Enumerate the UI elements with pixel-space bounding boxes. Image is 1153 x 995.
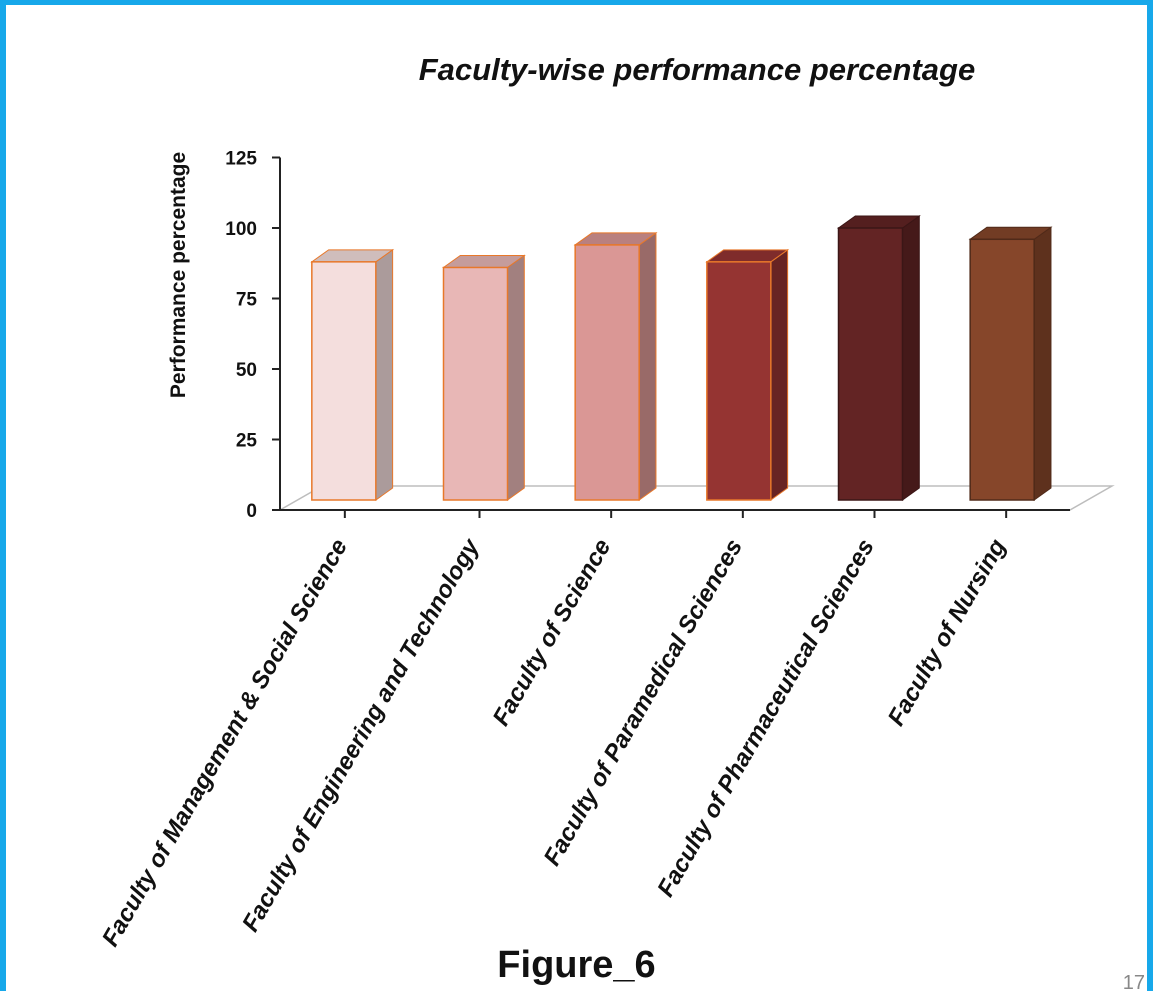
bar-front xyxy=(574,244,640,501)
x-category-label: Faculty of Science xyxy=(488,535,617,731)
y-axis-label: Performance percentage xyxy=(167,152,190,398)
bar xyxy=(310,248,395,501)
y-tick-label: 75 xyxy=(236,290,258,311)
bar-side xyxy=(902,215,920,501)
x-category-label: Faculty of Nursing xyxy=(883,534,1012,730)
y-tick-label: 100 xyxy=(225,219,257,240)
bar-front xyxy=(311,261,377,501)
figure-caption: Figure_6 xyxy=(497,944,656,986)
bar-front xyxy=(706,261,772,501)
y-tick-label: 0 xyxy=(246,501,257,522)
y-tick-label: 50 xyxy=(236,360,257,381)
x-category-label: Faculty of Management & Social Science xyxy=(97,535,353,952)
chart-bars xyxy=(310,215,1053,501)
bar-side xyxy=(638,231,657,501)
bar xyxy=(441,254,526,501)
bar xyxy=(705,248,790,501)
bar xyxy=(968,226,1053,501)
bar-side xyxy=(1033,226,1052,501)
bar-front xyxy=(837,227,904,501)
bar-side xyxy=(770,248,789,501)
bar-side xyxy=(507,254,525,501)
y-tick-label: 125 xyxy=(225,149,257,170)
x-category-label: Faculty of Pharmaceutical Sciences xyxy=(652,535,879,902)
bar xyxy=(836,215,921,501)
y-tick-label: 25 xyxy=(236,431,258,452)
chart-axes xyxy=(272,156,1070,518)
page-number: 17 xyxy=(1122,972,1145,994)
bar-front xyxy=(969,238,1035,501)
bar-front xyxy=(442,266,509,501)
x-category-label: Faculty of Engineering and Technology xyxy=(237,533,485,936)
chart-title: Faculty-wise performance percentage xyxy=(419,52,975,87)
bar-side xyxy=(375,248,394,501)
bar xyxy=(573,231,658,501)
